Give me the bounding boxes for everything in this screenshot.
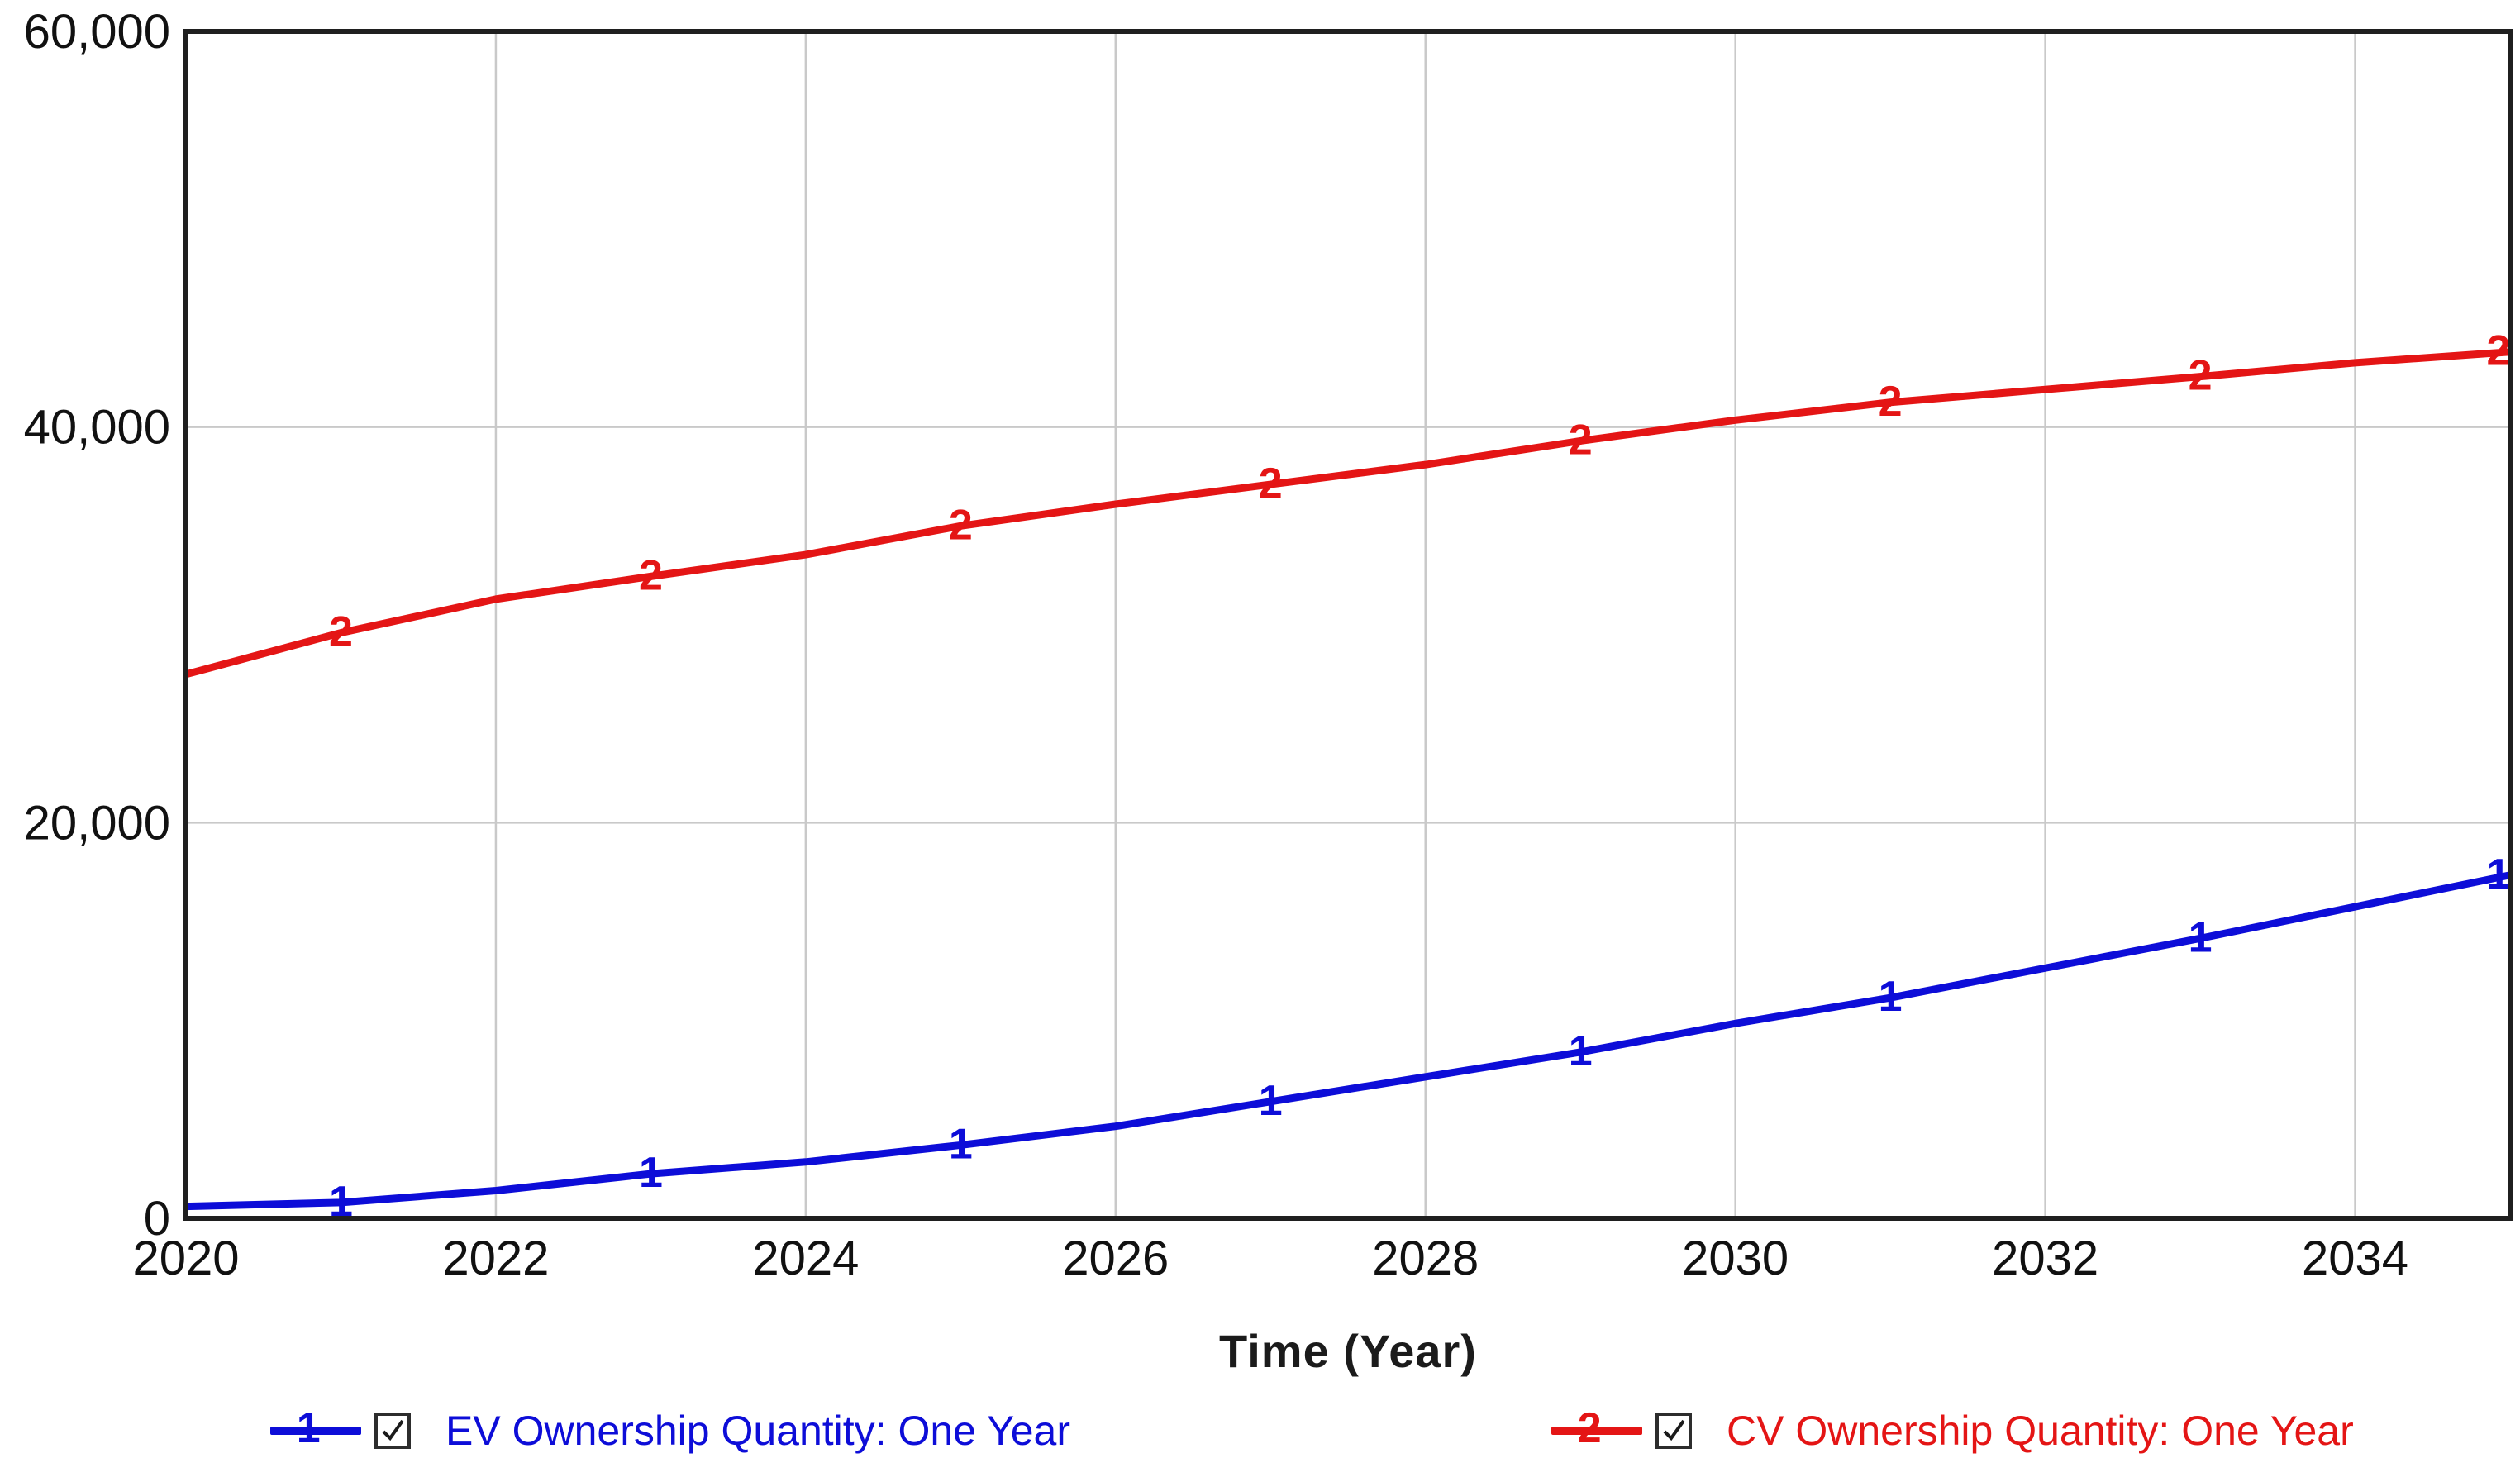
series-marker: 1 [1259,1077,1283,1125]
series-marker: 2 [1879,378,1903,426]
series-line-ev [185,871,2511,1211]
series-2: 2 2 2 2 2 2 2 2 [184,327,2511,679]
y-tick-label: 20,000 [24,796,170,850]
x-tick-label: 2030 [1682,1232,1789,1285]
ev-marker-digit: 1 [296,1403,321,1452]
x-tick-label: 2026 [1062,1232,1169,1285]
x-axis-ticks: 2020 2022 2024 2026 2028 2030 2032 2034 [132,1232,2408,1285]
series-marker: 1 [1879,973,1903,1021]
series-marker: 1 [949,1120,973,1168]
legend-item-ev: 1 EV Ownership Quantity: One Year [270,1403,1070,1458]
y-tick-label: 40,000 [24,401,170,455]
check-icon [1663,1419,1685,1441]
cv-checkbox[interactable] [1655,1413,1692,1449]
check-icon [382,1419,404,1441]
ev-legend-label: EV Ownership Quantity: One Year [445,1408,1070,1454]
series-marker: 2 [1569,416,1593,464]
series-marker: 2 [639,551,663,599]
cv-line-sample: 2 [1551,1407,1642,1450]
series-marker: 2 [2487,327,2511,375]
series-marker: 1 [2189,913,2213,961]
series-marker: 2 [329,608,353,656]
legend-item-cv: 2 CV Ownership Quantity: One Year [1551,1403,2354,1458]
series-marker: 1 [639,1149,663,1197]
x-tick-label: 2022 [442,1232,549,1285]
cv-legend-label: CV Ownership Quantity: One Year [1727,1408,2354,1454]
x-axis-title: Time (Year) [1219,1325,1477,1377]
series-line-cv [184,348,2511,679]
x-tick-label: 2020 [132,1232,239,1285]
series-marker: 1 [2487,850,2511,898]
y-tick-label: 0 [144,1192,170,1246]
series-marker: 1 [1569,1027,1593,1075]
ev-checkbox[interactable] [374,1413,411,1449]
x-tick-label: 2024 [752,1232,859,1285]
cv-marker-digit: 2 [1577,1403,1602,1452]
x-tick-label: 2032 [1992,1232,2098,1285]
series-marker: 2 [949,501,973,549]
gridlines [186,31,2510,1218]
x-tick-label: 2034 [2302,1232,2408,1285]
plot-border [183,29,2513,1221]
y-tick-label: 60,000 [24,5,170,59]
series-marker: 2 [2189,352,2213,400]
x-tick-label: 2028 [1372,1232,1479,1285]
series-marker: 2 [1259,460,1283,507]
ev-line-sample: 1 [270,1407,361,1450]
y-axis-ticks: 0 20,000 40,000 60,000 [24,5,170,1246]
